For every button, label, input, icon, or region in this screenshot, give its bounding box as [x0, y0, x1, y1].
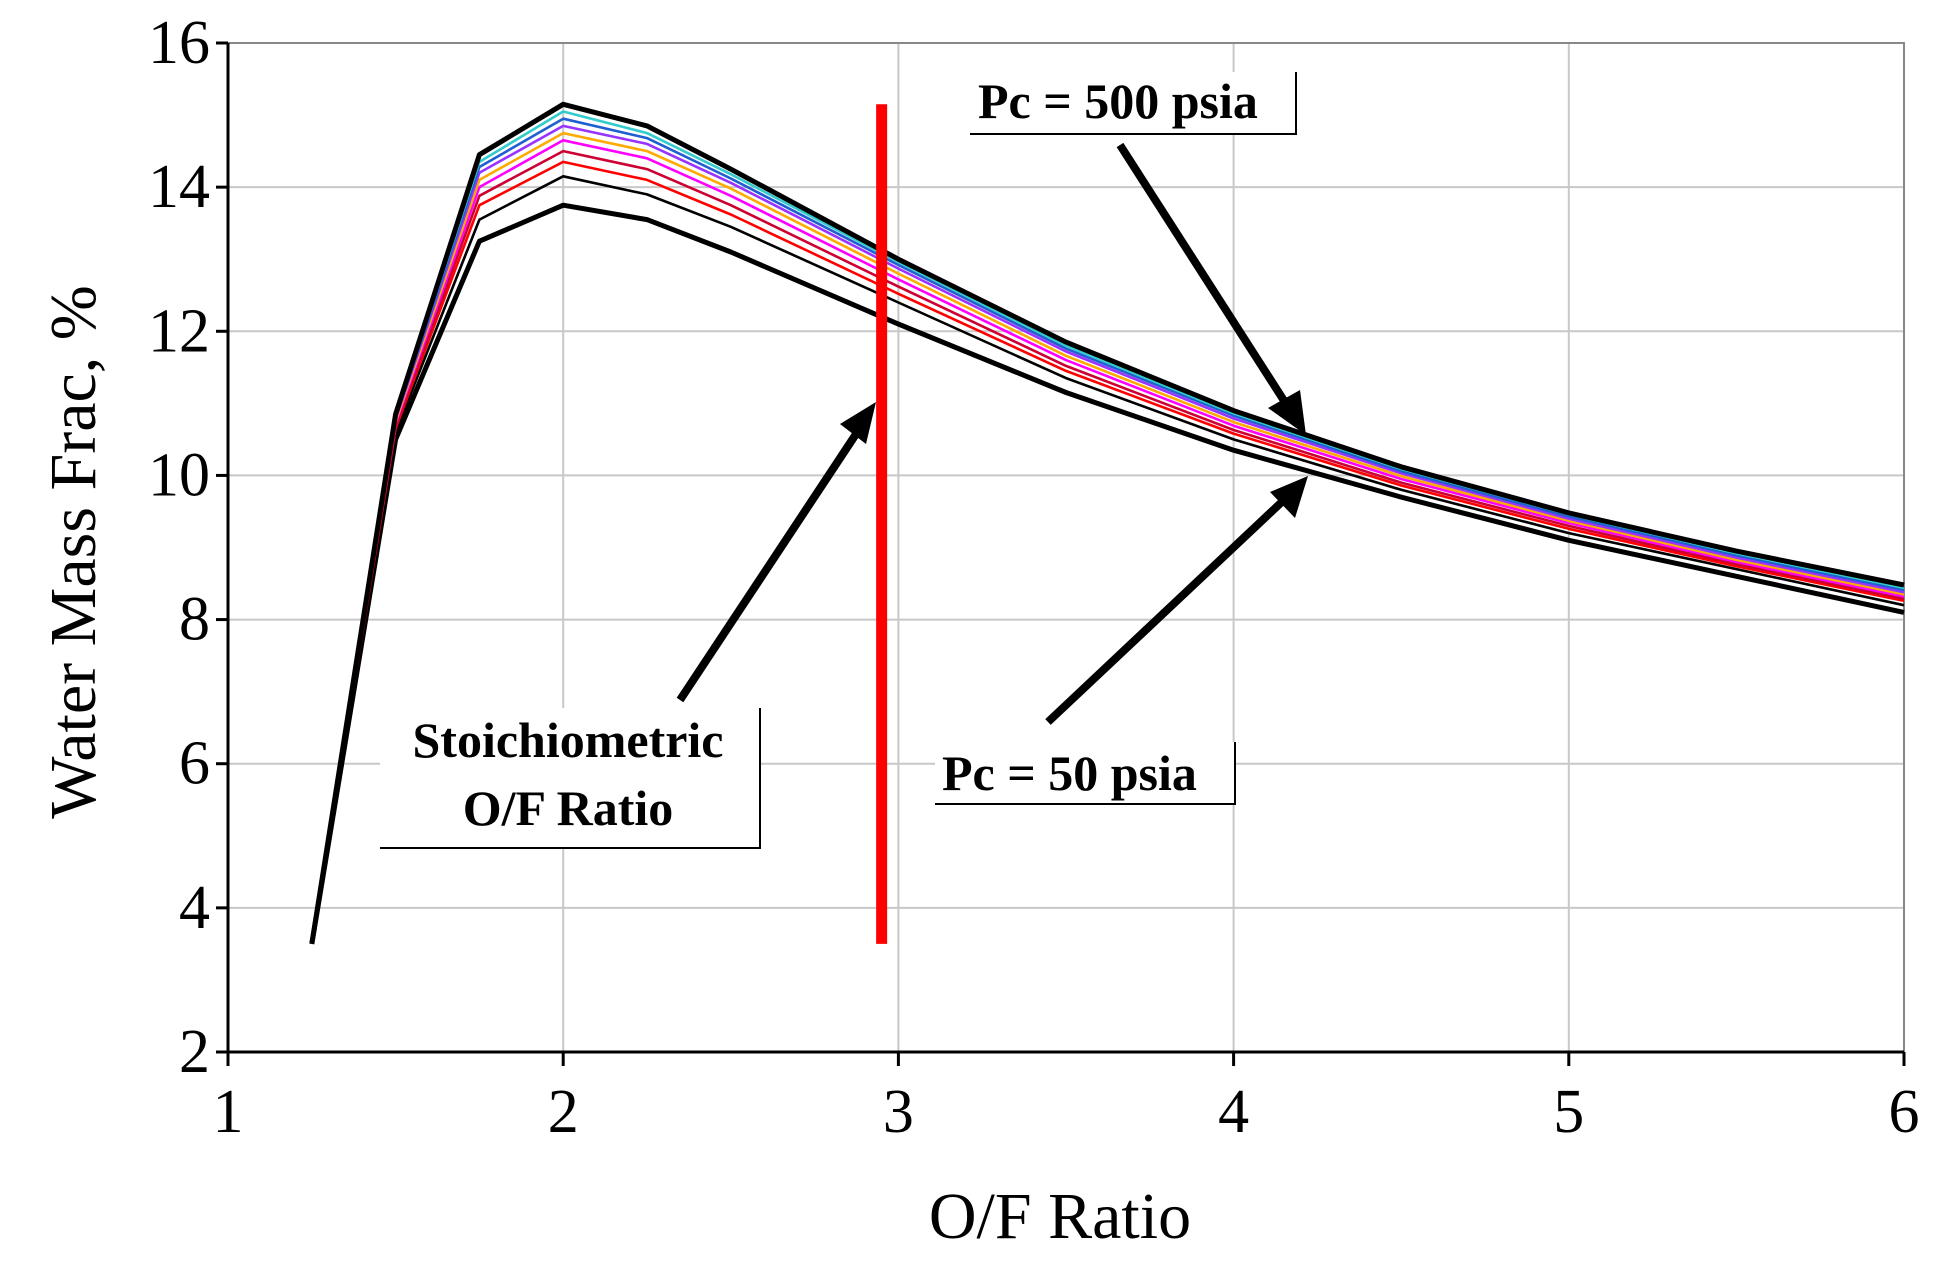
stoichiometric-label-line1: Stoichiometric [412, 712, 723, 768]
series-line-7 [310, 124, 1905, 945]
y-tick-label: 4 [179, 874, 210, 942]
series-line-8 [310, 117, 1905, 945]
y-tick-label: 8 [179, 586, 210, 654]
series-line-6 [310, 131, 1905, 945]
pc-500-label-box: Pc = 500 psia [970, 72, 1297, 135]
pc-50-label: Pc = 50 psia [942, 745, 1197, 801]
stoichiometric-arrow [676, 402, 876, 703]
y-axis-title: Water Mass Frac, % [37, 285, 110, 819]
stoichiometric-label-box: Stoichiometric O/F Ratio [380, 708, 761, 849]
x-tick-label: 5 [1553, 1078, 1584, 1146]
x-axis-title: O/F Ratio [929, 1180, 1191, 1253]
pc-50-arrow [1045, 476, 1308, 725]
x-tick-label: 6 [1889, 1078, 1920, 1146]
y-tick-label: 2 [179, 1018, 210, 1086]
series-line-5 [310, 139, 1905, 945]
pc-500-arrow [1116, 142, 1306, 435]
y-tick-label: 6 [179, 730, 210, 798]
y-tick-label: 10 [148, 441, 210, 509]
pc-50-label-box: Pc = 50 psia [935, 742, 1236, 805]
x-tick-label: 2 [548, 1078, 579, 1146]
x-axis: 1 2 3 4 5 6 [213, 1050, 1920, 1146]
x-tick-label: 1 [213, 1078, 244, 1146]
y-axis: 2 4 6 8 10 12 14 16 [148, 9, 230, 1086]
series-line-1 [309, 202, 1905, 945]
y-tick-label: 14 [148, 153, 210, 221]
stoichiometric-label-line2: O/F Ratio [463, 780, 674, 836]
series-line-2 [310, 175, 1905, 945]
series-line-3 [310, 160, 1905, 945]
series-line-10 [309, 101, 1905, 945]
pc-500-label: Pc = 500 psia [978, 73, 1258, 129]
series-group [309, 101, 1905, 945]
y-tick-label: 12 [148, 297, 210, 365]
annotations: Pc = 500 psia Pc = 50 psia Stoichiometri… [380, 72, 1308, 849]
x-tick-label: 3 [883, 1078, 914, 1146]
series-line-4 [310, 149, 1905, 945]
x-tick-label: 4 [1218, 1078, 1249, 1146]
y-tick-label: 16 [148, 9, 210, 77]
